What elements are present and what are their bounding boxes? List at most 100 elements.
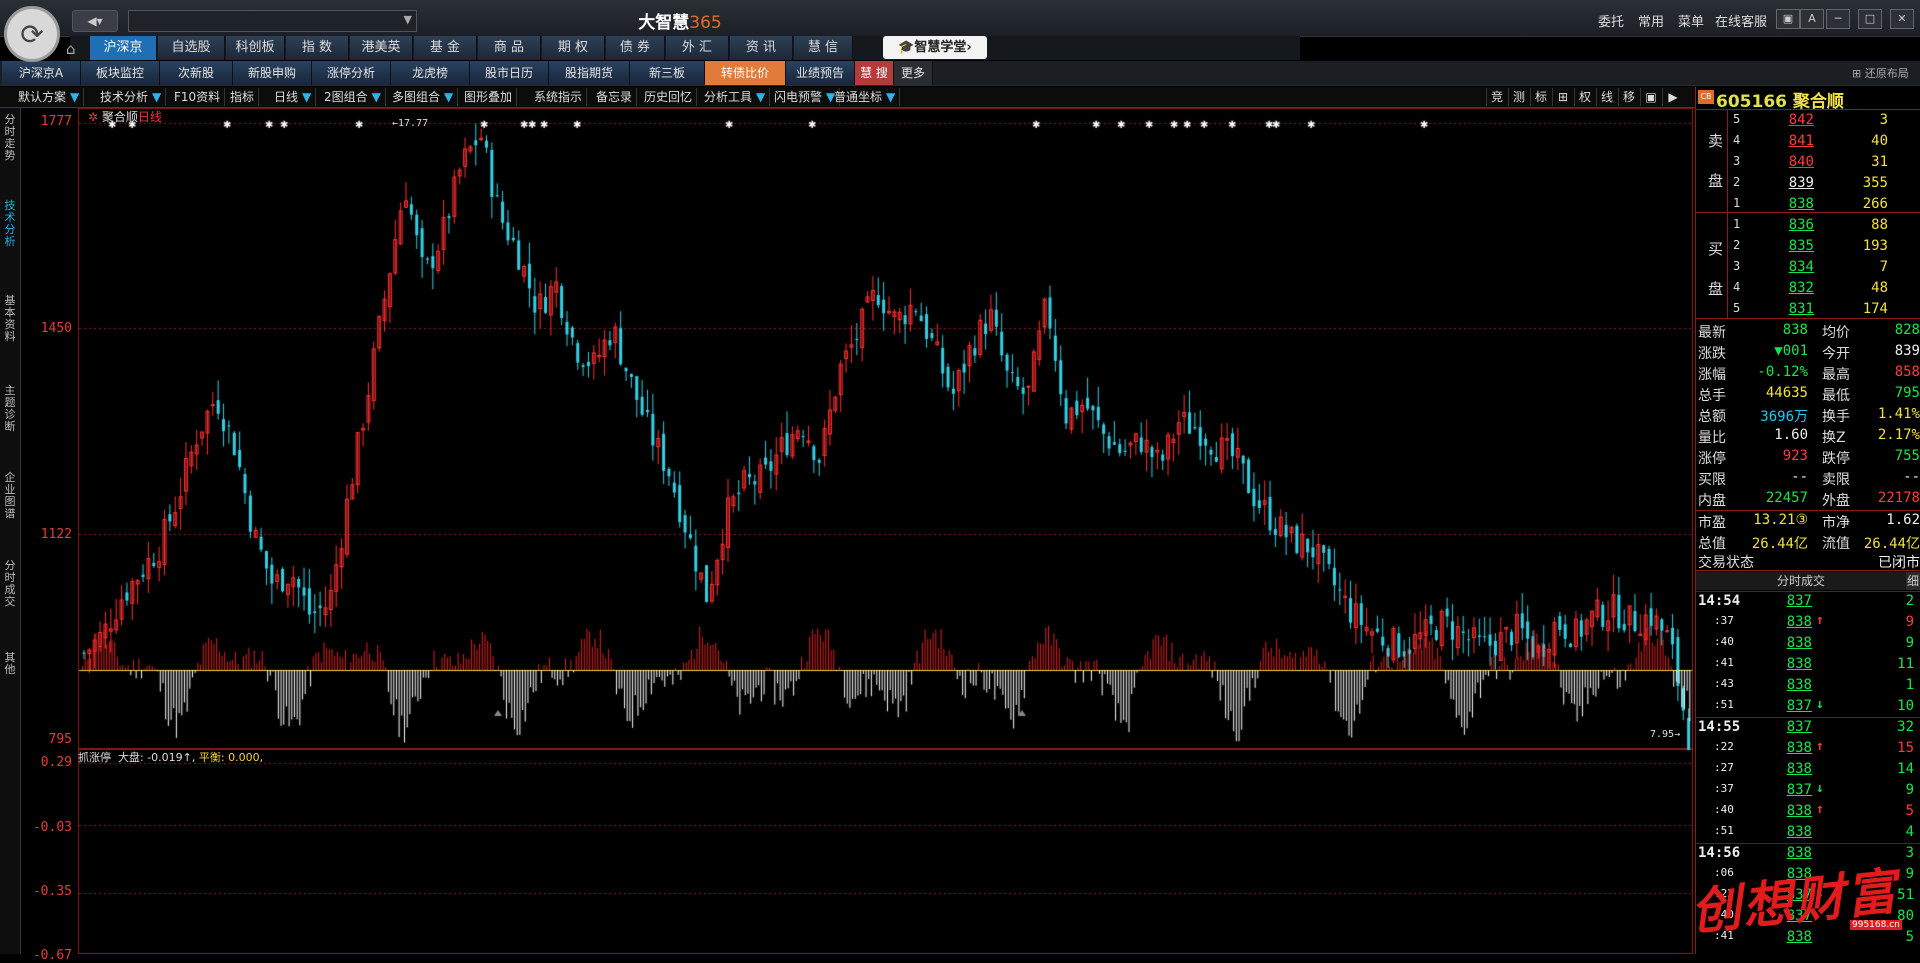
app-logo-icon[interactable]: ⟳: [4, 6, 60, 62]
sell-price[interactable]: 841: [1788, 133, 1814, 149]
tick-price[interactable]: 838: [1786, 677, 1812, 693]
left-tab[interactable]: 其他: [4, 651, 16, 676]
sub-tab[interactable]: 沪深京A: [2, 61, 81, 85]
dropdown-arrow-icon[interactable]: ▼: [886, 90, 896, 104]
sub-tab[interactable]: 转债比价: [705, 61, 786, 85]
toolbar-item[interactable]: 系统指示: [530, 88, 588, 106]
buy-price[interactable]: 834: [1788, 259, 1814, 275]
top-menu-item[interactable]: 在线客服: [1715, 15, 1768, 30]
left-tab[interactable]: 企业图谱: [4, 471, 16, 520]
toolbar-right-item[interactable]: ▶: [1662, 88, 1683, 106]
tick-price[interactable]: 837: [1786, 887, 1812, 903]
toolbar-right-item[interactable]: ⊞: [1552, 88, 1573, 106]
xuetang-button[interactable]: 🎓智慧学堂›: [883, 36, 987, 59]
tick-price[interactable]: 838: [1786, 614, 1812, 630]
toolbar-right-item[interactable]: 移: [1618, 88, 1639, 106]
market-tab[interactable]: 沪深京: [90, 36, 157, 60]
left-tab[interactable]: 分时走势: [4, 113, 16, 162]
left-tab[interactable]: 基本资料: [4, 294, 16, 343]
sub-tab[interactable]: 股指期货: [549, 61, 630, 85]
sell-price[interactable]: 840: [1788, 154, 1814, 170]
top-menu-item[interactable]: 常用: [1638, 15, 1665, 30]
buy-price[interactable]: 835: [1788, 238, 1814, 254]
window-icon-b[interactable]: A: [1800, 9, 1824, 29]
left-tab[interactable]: 主题诊断: [4, 384, 16, 433]
toolbar-item[interactable]: 日线 ▼: [270, 88, 317, 106]
toolbar-right-item[interactable]: 标: [1530, 88, 1551, 106]
tick-price[interactable]: 837: [1786, 719, 1812, 735]
left-tab[interactable]: 分时成交: [4, 559, 16, 608]
sub-tab[interactable]: 龙虎榜: [391, 61, 470, 85]
dropdown-arrow-icon[interactable]: ▼: [444, 90, 454, 104]
toolbar-item[interactable]: 指标: [226, 88, 260, 106]
sub-tab[interactable]: 新股申购: [233, 61, 312, 85]
sub-tab[interactable]: 次新股: [160, 61, 233, 85]
minimize-icon[interactable]: ─: [1826, 9, 1850, 29]
toolbar-item[interactable]: 普通坐标 ▼: [830, 88, 901, 106]
sell-price[interactable]: 839: [1788, 175, 1814, 191]
market-tab[interactable]: 外 汇: [666, 36, 729, 60]
tick-price[interactable]: 838: [1786, 635, 1812, 651]
market-tab[interactable]: 期 权: [542, 36, 605, 60]
dropdown-arrow-icon[interactable]: ▼: [756, 90, 766, 104]
nav-back-button[interactable]: ◀▾: [72, 10, 118, 32]
dropdown-arrow-icon[interactable]: ▼: [70, 90, 80, 104]
dropdown-arrow-icon[interactable]: ▼: [302, 90, 312, 104]
top-menu-item[interactable]: 菜单: [1678, 15, 1705, 30]
toolbar-item[interactable]: F10资料: [170, 88, 226, 106]
sell-price[interactable]: 838: [1788, 196, 1814, 212]
tick-price[interactable]: 838: [1786, 824, 1812, 840]
toolbar-item[interactable]: 历史回忆: [640, 88, 698, 106]
toolbar-right-item[interactable]: ▣: [1640, 88, 1661, 106]
buy-price[interactable]: 836: [1788, 217, 1814, 233]
buy-price[interactable]: 831: [1788, 301, 1814, 317]
market-tab[interactable]: 基 金: [414, 36, 477, 60]
market-tab[interactable]: 商 品: [478, 36, 541, 60]
market-tab[interactable]: 资 讯: [730, 36, 793, 60]
ticks-detail-button[interactable]: 细: [1906, 572, 1920, 590]
toolbar-item[interactable]: 技术分析 ▼: [96, 88, 167, 106]
chevron-down-icon[interactable]: ▼: [403, 13, 412, 26]
toolbar-item[interactable]: 多图组合 ▼: [388, 88, 459, 106]
cb-badge[interactable]: CB: [1698, 90, 1714, 104]
tick-price[interactable]: 837: [1786, 698, 1812, 714]
toolbar-item[interactable]: 2图组合 ▼: [320, 88, 386, 106]
restore-layout-button[interactable]: ⊞ 还原布局: [1852, 67, 1909, 80]
left-tab[interactable]: 技术分析: [4, 199, 16, 248]
toolbar-item[interactable]: 分析工具 ▼: [700, 88, 771, 106]
maximize-icon[interactable]: □: [1858, 9, 1882, 29]
sub-tab[interactable]: 新三板: [630, 61, 705, 85]
dropdown-arrow-icon[interactable]: ▼: [152, 90, 162, 104]
tick-price[interactable]: 838: [1786, 866, 1812, 882]
close-icon[interactable]: ✕: [1890, 9, 1914, 29]
market-tab[interactable]: 慧 信: [794, 36, 853, 60]
buy-price[interactable]: 832: [1788, 280, 1814, 296]
toolbar-item[interactable]: 备忘录: [592, 88, 638, 106]
sub-tab[interactable]: 板块监控: [81, 61, 160, 85]
market-tab[interactable]: 科创板: [226, 36, 285, 60]
dropdown-arrow-icon[interactable]: ▼: [826, 90, 836, 104]
market-tab[interactable]: 债 券: [606, 36, 665, 60]
toolbar-item[interactable]: 闪电预警 ▼: [770, 88, 841, 106]
tick-price[interactable]: 837: [1786, 782, 1812, 798]
tick-price[interactable]: 838: [1786, 929, 1812, 945]
tick-price[interactable]: 838: [1786, 761, 1812, 777]
home-icon[interactable]: ⌂: [66, 40, 76, 58]
toolbar-right-item[interactable]: 权: [1574, 88, 1595, 106]
stock-search-combo[interactable]: ▼: [128, 10, 417, 32]
toolbar-item[interactable]: 默认方案 ▼: [14, 88, 85, 106]
tick-price[interactable]: 837: [1786, 908, 1812, 924]
toolbar-right-item[interactable]: 线: [1596, 88, 1617, 106]
tick-price[interactable]: 838: [1786, 656, 1812, 672]
window-icon-a[interactable]: ▣: [1776, 9, 1800, 29]
sell-price[interactable]: 842: [1788, 112, 1814, 128]
market-tab[interactable]: 自选股: [158, 36, 225, 60]
market-tab[interactable]: 港美英: [350, 36, 413, 60]
top-menu-item[interactable]: 委托: [1598, 15, 1625, 30]
sub-tab[interactable]: 股市日历: [470, 61, 549, 85]
toolbar-right-item[interactable]: 测: [1508, 88, 1529, 106]
sub-tab[interactable]: 慧 搜: [855, 61, 894, 85]
sub-tab[interactable]: 业绩预告: [786, 61, 855, 85]
sub-tab[interactable]: 更多: [894, 61, 933, 85]
tick-price[interactable]: 838: [1786, 845, 1812, 861]
